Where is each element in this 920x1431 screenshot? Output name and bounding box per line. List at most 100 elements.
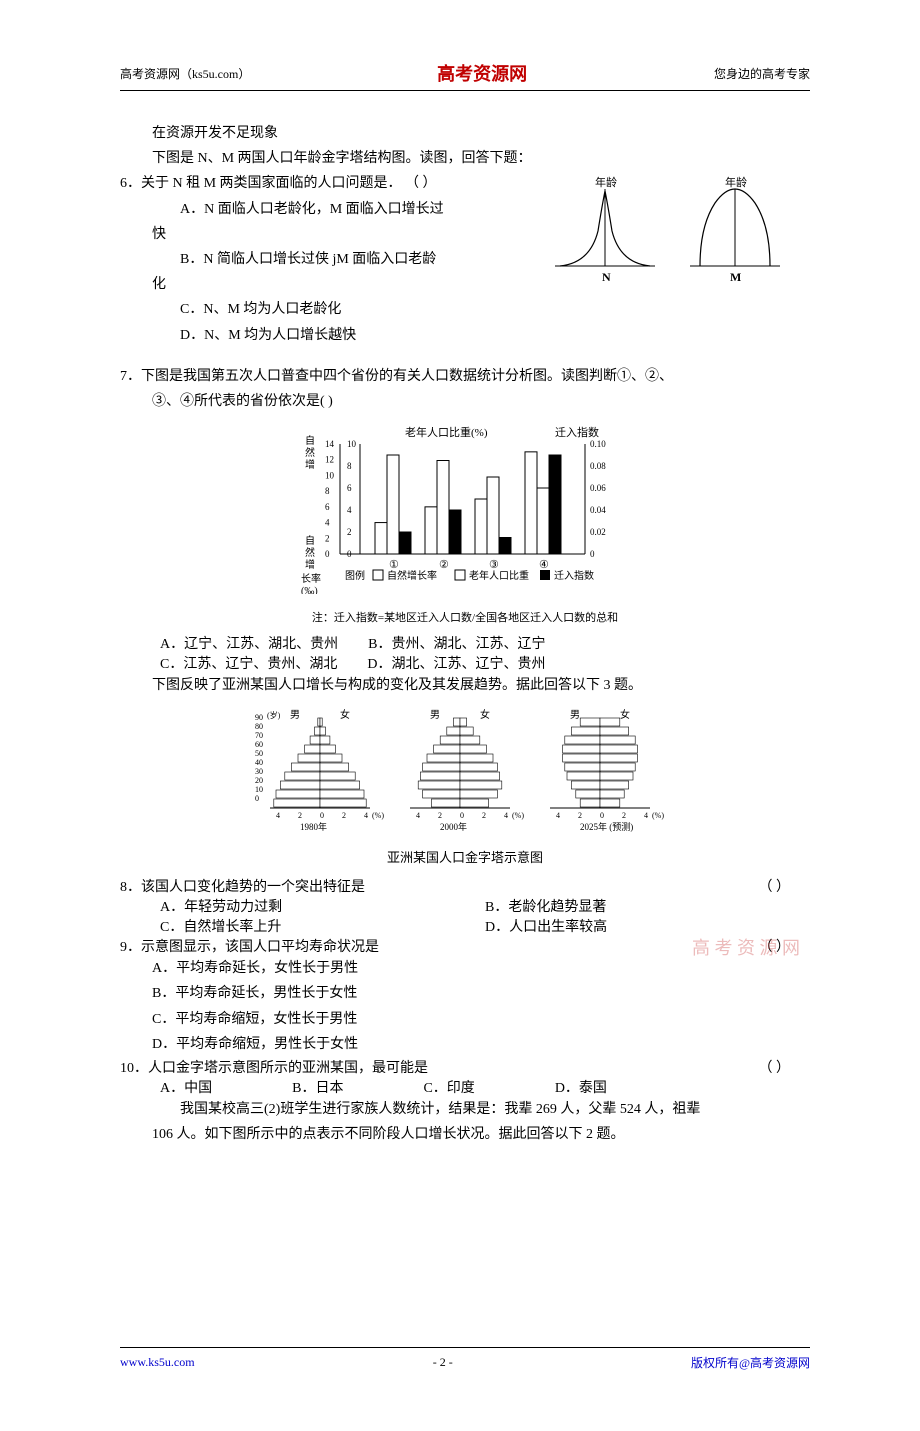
svg-text:女: 女 xyxy=(480,708,490,721)
svg-text:2: 2 xyxy=(347,527,352,537)
svg-text:0.08: 0.08 xyxy=(590,461,606,471)
svg-text:50: 50 xyxy=(255,749,263,758)
q7-follow: 下图反映了亚洲某国人口增长与构成的变化及其发展趋势。据此回答以下 3 题。 xyxy=(120,673,810,698)
q8-header: 8．该国人口变化趋势的一个突出特征是 （ ） xyxy=(120,876,810,896)
pyramid-3-figure: 9080706050403020100(岁)男女42024(%)1980年男女4… xyxy=(120,708,810,866)
svg-text:4: 4 xyxy=(364,811,368,820)
pyramid-m-age-label: 年龄 xyxy=(725,175,747,189)
svg-text:③: ③ xyxy=(489,559,499,571)
svg-text:(岁): (岁) xyxy=(267,710,281,720)
q8-stem: 8．该国人口变化趋势的一个突出特征是 xyxy=(120,876,365,896)
footer-center: - 2 - xyxy=(433,1355,453,1370)
intro-line-2: 下图是 N、M 两国人口年龄金字塔结构图。读图，回答下题： xyxy=(120,146,810,171)
q8-optB: B．老龄化趋势显著 xyxy=(485,896,810,916)
pyramid-3-caption: 亚洲某国人口金字塔示意图 xyxy=(120,847,810,866)
q7-options-row2: C．江苏、辽宁、贵州、湖北 D．湖北、江苏、辽宁、贵州 xyxy=(120,653,810,673)
q9-stem: 9．示意图显示，该国人口平均寿命状况是 xyxy=(120,936,379,956)
pyramid-m-label: M xyxy=(730,270,741,284)
q8-options-2: C．自然增长率上升 D．人口出生率较高 xyxy=(120,916,810,936)
svg-text:4: 4 xyxy=(556,811,560,820)
question-6-block: 6．关于 N 租 M 两类国家面临的人口问题是． （ ） A．N 面临人口老龄化… xyxy=(120,171,810,347)
q10-optA: A．中国 xyxy=(160,1077,212,1097)
q7-optC: C．江苏、辽宁、贵州、湖北 xyxy=(160,653,337,673)
svg-text:4: 4 xyxy=(504,811,508,820)
bc-yl-label: 自然增长率(‰) xyxy=(301,534,321,594)
svg-text:10: 10 xyxy=(325,470,335,480)
header-right: 您身边的高考专家 xyxy=(714,65,810,82)
svg-text:80: 80 xyxy=(255,722,263,731)
q8-paren: （ ） xyxy=(759,876,811,896)
footer-left: www.ks5u.com xyxy=(120,1355,195,1370)
q10-options: A．中国 B．日本 C．印度 D．泰国 xyxy=(120,1077,810,1097)
svg-text:④: ④ xyxy=(539,559,549,571)
bc-legend-2: 迁入指数 xyxy=(554,569,594,582)
q7-optA: A．辽宁、江苏、湖北、贵州 xyxy=(160,633,338,653)
svg-text:0: 0 xyxy=(460,811,464,820)
svg-text:女: 女 xyxy=(620,708,630,721)
svg-text:60: 60 xyxy=(255,740,263,749)
q7-stem-2: ③、④所代表的省份依次是( ) xyxy=(120,389,810,414)
bar-chart-note: 注：迁入指数=某地区迁入人口数/全国各地区迁入人口数的总和 xyxy=(120,609,810,625)
q9-paren: （ ） xyxy=(759,936,811,956)
svg-text:0: 0 xyxy=(600,811,604,820)
q7-stem-1: 7．下图是我国第五次人口普查中四个省份的有关人口数据统计分析图。读图判断①、②、 xyxy=(120,364,810,389)
svg-text:30: 30 xyxy=(255,767,263,776)
bc-legend-1: 老年人口比重 xyxy=(469,569,529,582)
svg-text:2: 2 xyxy=(298,811,302,820)
svg-text:男: 男 xyxy=(430,709,440,721)
svg-text:2: 2 xyxy=(482,811,486,820)
svg-text:4: 4 xyxy=(276,811,280,820)
svg-text:8: 8 xyxy=(347,461,352,471)
svg-text:70: 70 xyxy=(255,731,263,740)
q7-optD: D．湖北、江苏、辽宁、贵州 xyxy=(367,653,545,673)
svg-text:2: 2 xyxy=(578,811,582,820)
q10-optC: C．印度 xyxy=(423,1077,474,1097)
header-left: 高考资源网（ks5u.com） xyxy=(120,65,250,82)
header-center-logo: 高考资源网 xyxy=(437,60,527,86)
footer-right: 版权所有@高考资源网 xyxy=(691,1354,810,1371)
pyramid-n-label: N xyxy=(602,270,611,284)
svg-text:1980年: 1980年 xyxy=(300,821,327,832)
bar-chart-figure: 老年人口比重(%) 迁入指数 14121086420 1086420 自然增长率… xyxy=(120,424,810,599)
q8-optA: A．年轻劳动力过剩 xyxy=(160,896,485,916)
svg-text:男: 男 xyxy=(570,709,580,721)
svg-text:①: ① xyxy=(389,559,399,571)
svg-text:2: 2 xyxy=(325,533,330,543)
svg-text:0: 0 xyxy=(255,794,259,803)
pyramid-n-age-label: 年龄 xyxy=(595,175,617,189)
svg-text:0.10: 0.10 xyxy=(590,439,606,449)
svg-text:4: 4 xyxy=(325,518,330,528)
svg-text:0.06: 0.06 xyxy=(590,483,606,493)
svg-text:0: 0 xyxy=(320,811,324,820)
bc-legend-label: 图例 xyxy=(345,569,365,582)
svg-text:2000年: 2000年 xyxy=(440,821,467,832)
q8-options-1: A．年轻劳动力过剩 B．老龄化趋势显著 xyxy=(120,896,810,916)
svg-text:②: ② xyxy=(439,559,449,571)
svg-text:4: 4 xyxy=(644,811,648,820)
q8-optC: C．自然增长率上升 xyxy=(160,916,485,936)
q10-optD: D．泰国 xyxy=(555,1077,607,1097)
svg-text:90: 90 xyxy=(255,713,263,722)
svg-text:女: 女 xyxy=(340,708,350,721)
svg-text:(%): (%) xyxy=(372,811,384,820)
svg-text:4: 4 xyxy=(416,811,420,820)
svg-text:0: 0 xyxy=(325,549,330,559)
q6-optC: C．N、M 均为人口老龄化 xyxy=(120,297,810,322)
bc-title-left: 老年人口比重(%) xyxy=(405,425,488,439)
svg-text:10: 10 xyxy=(347,439,357,449)
svg-text:(%): (%) xyxy=(512,811,524,820)
svg-text:20: 20 xyxy=(255,776,263,785)
q10-header: 10．人口金字塔示意图所示的亚洲某国，最可能是 （ ） xyxy=(120,1057,810,1077)
page-footer: www.ks5u.com - 2 - 版权所有@高考资源网 xyxy=(120,1347,810,1371)
q10-paren: （ ） xyxy=(759,1057,811,1077)
q10-follow-1: 我国某校高三(2)班学生进行家族人数统计，结果是：我辈 269 人，父辈 524… xyxy=(120,1097,810,1122)
q9-optD: D．平均寿命缩短，男性长于女性 xyxy=(120,1032,810,1057)
svg-text:14: 14 xyxy=(325,439,335,449)
svg-text:2: 2 xyxy=(622,811,626,820)
q8-optD: D．人口出生率较高 xyxy=(485,916,810,936)
q7-options-row1: A．辽宁、江苏、湖北、贵州 B．贵州、湖北、江苏、辽宁 xyxy=(120,633,810,653)
q10-follow-2: 106 人。如下图所示中的点表示不同阶段人口增长状况。据此回答以下 2 题。 xyxy=(120,1122,810,1147)
page-header: 高考资源网（ks5u.com） 高考资源网 您身边的高考专家 xyxy=(120,60,810,91)
svg-text:男: 男 xyxy=(290,709,300,721)
svg-text:0: 0 xyxy=(590,549,595,559)
